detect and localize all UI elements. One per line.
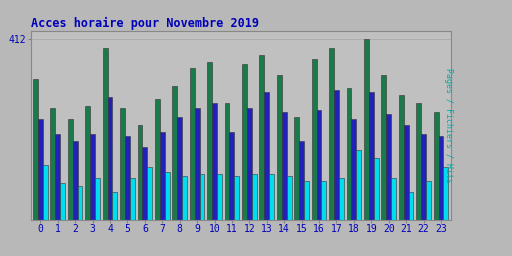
Bar [85, 106, 90, 220]
Bar [90, 134, 95, 220]
Bar [207, 61, 212, 220]
Bar [316, 110, 322, 220]
Bar [217, 174, 222, 220]
Bar [155, 99, 160, 220]
Bar [147, 167, 152, 220]
Bar [312, 59, 316, 220]
Bar [33, 79, 38, 220]
Bar [200, 174, 204, 220]
Bar [322, 180, 326, 220]
Bar [252, 174, 257, 220]
Bar [269, 174, 274, 220]
Bar [225, 103, 229, 220]
Bar [304, 180, 309, 220]
Y-axis label: Pages / Fichiers / Hits: Pages / Fichiers / Hits [444, 68, 453, 183]
Bar [356, 150, 361, 220]
Bar [42, 165, 48, 220]
Bar [234, 176, 239, 220]
Bar [113, 191, 117, 220]
Bar [434, 112, 439, 220]
Bar [242, 64, 247, 220]
Bar [103, 48, 108, 220]
Bar [277, 75, 282, 220]
Bar [329, 48, 334, 220]
Bar [68, 119, 73, 220]
Bar [287, 176, 291, 220]
Bar [421, 134, 426, 220]
Bar [247, 108, 252, 220]
Bar [409, 191, 414, 220]
Bar [120, 108, 125, 220]
Bar [399, 95, 403, 220]
Bar [138, 125, 142, 220]
Bar [142, 147, 147, 220]
Bar [125, 136, 130, 220]
Bar [78, 186, 82, 220]
Bar [108, 97, 113, 220]
Bar [381, 75, 386, 220]
Bar [260, 55, 264, 220]
Bar [130, 178, 135, 220]
Bar [73, 141, 78, 220]
Bar [369, 92, 374, 220]
Bar [160, 132, 165, 220]
Text: Acces horaire pour Novembre 2019: Acces horaire pour Novembre 2019 [31, 16, 259, 29]
Bar [60, 183, 65, 220]
Bar [339, 178, 344, 220]
Bar [282, 112, 287, 220]
Bar [351, 119, 356, 220]
Bar [374, 158, 378, 220]
Bar [334, 90, 339, 220]
Bar [165, 172, 169, 220]
Bar [443, 167, 449, 220]
Bar [190, 68, 195, 220]
Bar [50, 108, 55, 220]
Bar [38, 119, 42, 220]
Bar [299, 141, 304, 220]
Bar [195, 108, 200, 220]
Bar [95, 178, 100, 220]
Bar [229, 132, 234, 220]
Bar [212, 103, 217, 220]
Bar [264, 92, 269, 220]
Bar [177, 117, 182, 220]
Bar [55, 134, 60, 220]
Bar [391, 178, 396, 220]
Bar [426, 180, 431, 220]
Bar [294, 117, 299, 220]
Bar [173, 86, 177, 220]
Bar [364, 39, 369, 220]
Bar [439, 136, 443, 220]
Bar [347, 88, 351, 220]
Bar [386, 114, 391, 220]
Bar [416, 103, 421, 220]
Bar [403, 125, 409, 220]
Bar [182, 176, 187, 220]
